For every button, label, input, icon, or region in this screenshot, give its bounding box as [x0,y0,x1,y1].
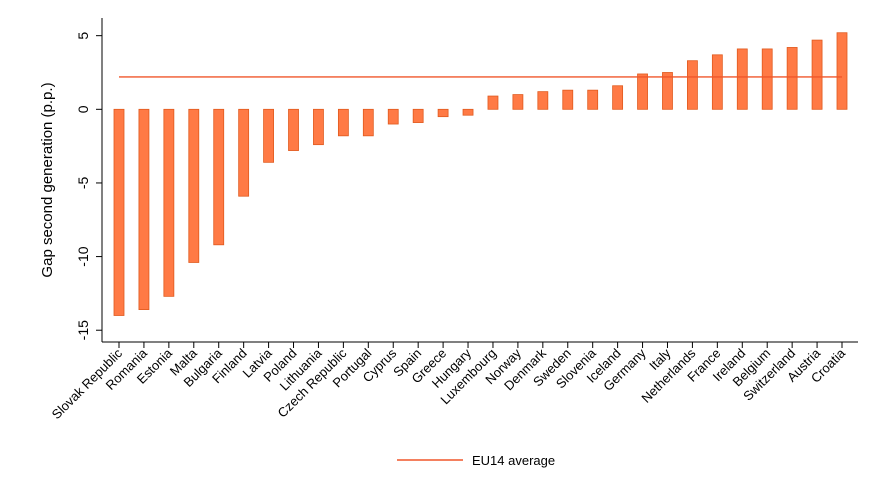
bar-sweden [562,89,574,110]
bar-romania [138,108,150,310]
y-tick-label: 0 [75,105,91,113]
y-ticks: 5 0 -5 -10 -15 [75,32,102,340]
legend-label-eu14-average: EU14 average [472,453,555,468]
bar-luxembourg [487,95,499,110]
y-tick-label: -10 [75,246,91,266]
axes-group [101,18,858,343]
bar-austria [811,39,823,110]
y-axis-title: Gap second generation (p.p.) [39,82,56,277]
bar-czech-republic [337,108,349,137]
y-tick-label: -15 [75,320,91,340]
bar-bulgaria [213,108,225,246]
bar-latvia [263,108,274,163]
x-tick-labels: Slovak RepublicRomaniaEstoniaMaltaBulgar… [49,342,849,422]
bar-norway [512,94,524,110]
bar-switzerland [786,47,798,110]
bar-slovak-republic [113,108,125,316]
bar-spain [412,108,424,123]
bar-france [711,54,723,110]
bar-hungary [462,108,474,116]
bar-belgium [761,48,773,110]
y-tick-label: 5 [75,32,91,40]
legend: EU14 average [397,453,555,468]
bar-italy [662,72,673,110]
bar-cyprus [387,108,399,125]
bar-croatia [836,32,848,110]
bars-group [113,32,848,316]
bar-estonia [163,108,175,297]
bar-ireland [736,48,748,110]
bar-netherlands [687,60,698,110]
bar-greece [437,108,449,118]
bar-portugal [362,108,374,137]
y-tick-label: -5 [75,177,91,190]
bar-finland [238,108,250,197]
bar-denmark [537,91,549,110]
bar-slovenia [587,89,599,110]
bar-germany [637,73,648,110]
bar-malta [188,108,200,263]
bar-poland [288,108,299,151]
bar-iceland [612,85,624,110]
bar-lithuania [313,108,324,146]
